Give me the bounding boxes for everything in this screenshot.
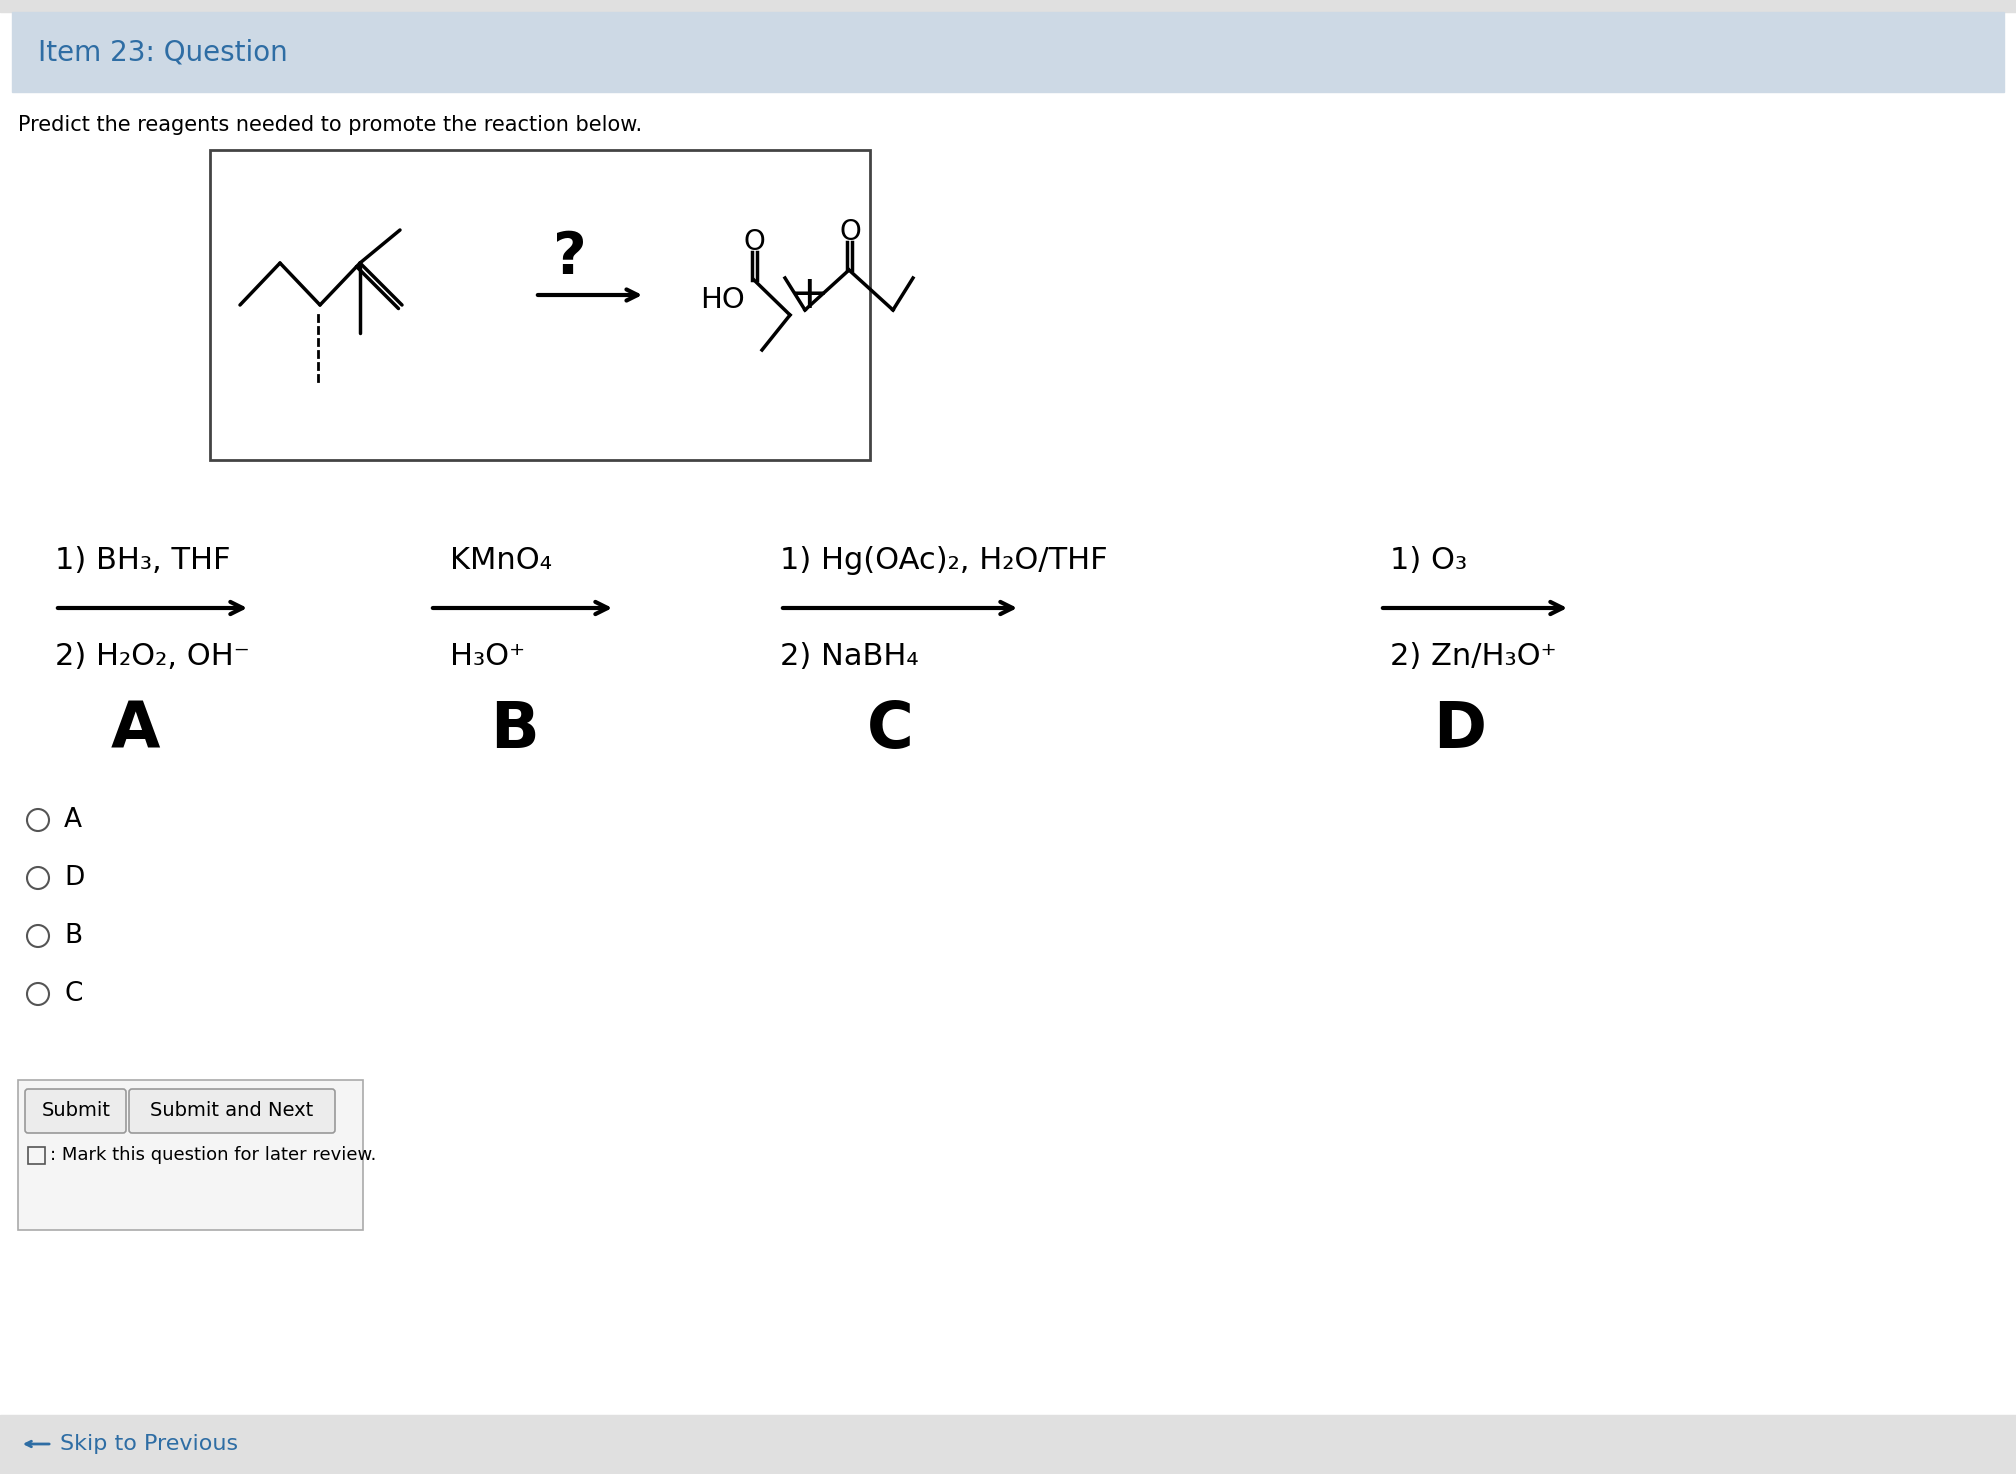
Text: A: A [111, 699, 159, 761]
FancyBboxPatch shape [129, 1089, 335, 1134]
Text: 1) Hg(OAc)₂, H₂O/THF: 1) Hg(OAc)₂, H₂O/THF [780, 545, 1107, 575]
Text: 1) O₃: 1) O₃ [1389, 545, 1468, 575]
Text: O: O [744, 228, 764, 256]
Text: A: A [65, 806, 83, 833]
Text: C: C [867, 699, 913, 761]
Text: Item 23: Question: Item 23: Question [38, 38, 288, 66]
Text: C: C [65, 982, 83, 1007]
Bar [210, 150, 871, 460]
Text: : Mark this question for later review.: : Mark this question for later review. [50, 1145, 377, 1164]
Text: B: B [65, 923, 83, 949]
Text: 2) H₂O₂, OH⁻: 2) H₂O₂, OH⁻ [54, 641, 250, 671]
Circle shape [26, 809, 48, 831]
Circle shape [26, 983, 48, 1005]
Circle shape [26, 867, 48, 889]
Text: ?: ? [552, 228, 587, 286]
Text: Predict the reagents needed to promote the reaction below.: Predict the reagents needed to promote t… [18, 115, 643, 136]
Circle shape [26, 926, 48, 946]
Bar [12, 12, 2004, 91]
Text: 2) Zn/H₃O⁺: 2) Zn/H₃O⁺ [1389, 641, 1556, 671]
FancyBboxPatch shape [24, 1089, 125, 1134]
Text: D: D [1433, 699, 1486, 761]
Bar [0, 1415, 2016, 1474]
Text: Submit and Next: Submit and Next [151, 1101, 314, 1120]
Text: KMnO₄: KMnO₄ [450, 545, 552, 575]
Text: Skip to Previous: Skip to Previous [60, 1434, 238, 1453]
Bar [28, 1147, 44, 1164]
Text: D: D [65, 865, 85, 890]
Text: 1) BH₃, THF: 1) BH₃, THF [54, 545, 230, 575]
Text: HO: HO [700, 286, 744, 314]
Text: O: O [839, 218, 861, 246]
Text: H₃O⁺: H₃O⁺ [450, 641, 524, 671]
Text: +: + [790, 273, 831, 317]
Bar [18, 1080, 363, 1229]
Bar [0, 0, 2016, 12]
Text: 2) NaBH₄: 2) NaBH₄ [780, 641, 919, 671]
Text: B: B [490, 699, 540, 761]
Text: Submit: Submit [42, 1101, 111, 1120]
